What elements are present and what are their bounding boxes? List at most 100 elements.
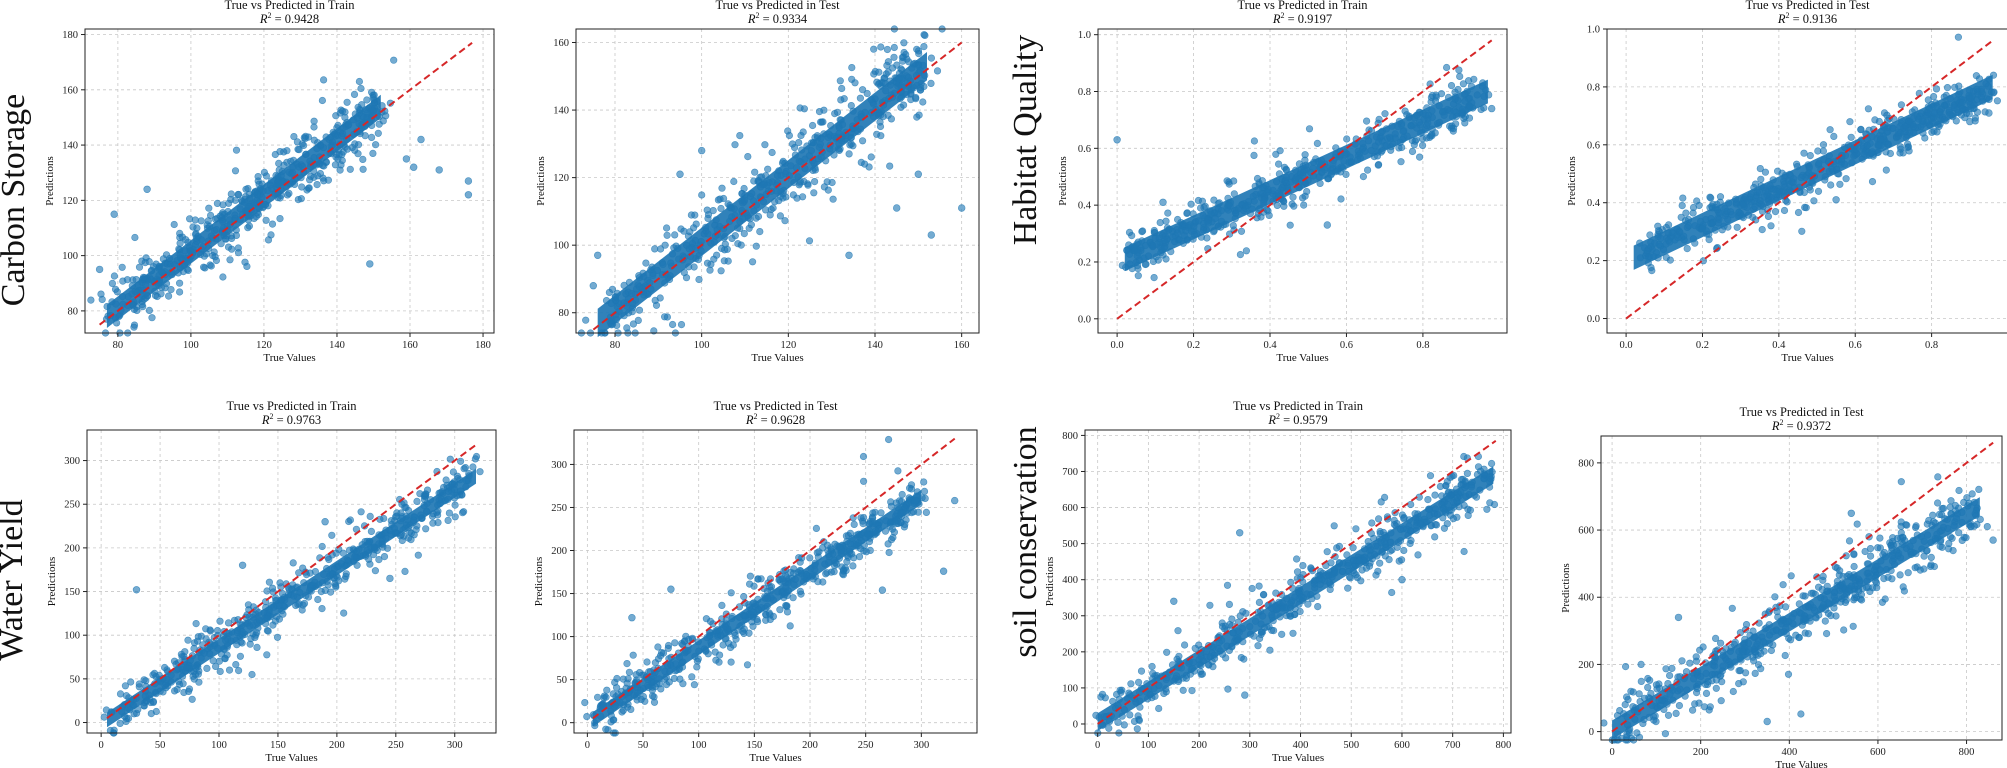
data-point [846,141,854,149]
y-tick-label: 50 [557,675,568,686]
data-point [1132,698,1140,706]
data-point [272,596,280,605]
data-point [793,194,801,202]
data-point [1911,523,1920,532]
data-point [1946,533,1955,541]
outlier-point [95,265,104,274]
data-point [191,216,199,224]
data-point [1923,531,1932,539]
data-point [1287,578,1295,586]
data-point [648,686,657,694]
data-point [679,680,687,688]
data-point [232,660,240,669]
data-point [1433,510,1441,518]
outlier-point [927,231,935,239]
data-point [1153,240,1161,248]
data-point [326,570,334,578]
data-point [1786,172,1795,180]
y-tick-label: 180 [62,30,78,41]
data-point [1896,149,1904,157]
data-point [1955,529,1963,537]
chart-title: True vs Predicted in Test [1739,405,1864,419]
data-point [119,277,127,285]
identity-reference-line [99,42,473,326]
data-point [1983,522,1991,531]
data-point [1909,536,1917,545]
panel-carbon-storage-train: 80 100 120 140 160 180 80 100 120 140 160 180 True v… [44,0,495,364]
data-point [1683,686,1691,694]
data-point [1810,606,1819,615]
data-point [1812,613,1820,621]
data-point [714,632,722,640]
panel-soil-conservation-train: 0 100 200 300 400 500 600 700 800 0 100 200 300 400 50… [1044,399,1512,764]
data-point [1180,641,1189,649]
data-point [1901,536,1909,545]
data-point [368,121,376,130]
data-point [231,167,240,175]
data-point [1970,101,1978,109]
data-point [1407,122,1415,130]
data-point [1374,161,1383,169]
data-point [797,567,805,575]
data-point [274,180,282,188]
data-point [1399,127,1407,136]
outlier-point [465,470,473,478]
data-point [763,602,771,610]
data-point [1295,160,1303,168]
data-point [810,178,819,186]
outlier-point [132,586,141,594]
data-point [818,544,827,552]
x-tick-label: 0.2 [1187,340,1200,351]
data-point [346,165,354,173]
data-point [850,540,858,548]
data-point [1299,578,1307,586]
data-point [1794,208,1803,217]
data-point [795,139,803,147]
data-point [263,614,271,623]
data-point [351,110,359,118]
data-point [366,560,374,568]
data-point [1958,518,1966,527]
data-point [1461,477,1469,485]
data-point [1925,104,1934,112]
data-point [858,86,867,94]
data-point [1637,677,1645,686]
data-point [660,313,669,321]
data-point [445,509,454,517]
data-point [1456,72,1464,80]
data-point [1836,567,1844,575]
data-point [1416,519,1424,528]
data-point [1646,231,1654,239]
outlier-point [1398,575,1406,584]
data-point [782,574,791,582]
data-point [912,93,920,102]
data-point [620,312,628,320]
data-point [1173,215,1182,224]
data-point [1664,236,1673,244]
data-point [1857,126,1865,134]
data-point [1368,519,1376,527]
data-point [1407,500,1415,509]
x-axis-label: True Values [265,752,317,764]
outlier-point [1832,196,1840,204]
data-point [1449,515,1457,523]
data-point [635,272,643,280]
data-point [1877,135,1885,144]
y-axis-label: Predictions [535,156,547,206]
y-tick-label: 400 [1578,593,1594,604]
panel-carbon-storage-test: 80 100 120 140 160 80 100 120 140 160 True vs Pred… [535,0,980,364]
data-point [370,96,378,104]
data-point [1990,88,1998,96]
data-point [1923,520,1931,528]
data-point [1731,638,1739,646]
data-point [746,572,755,580]
data-point [336,166,344,174]
data-point [767,205,775,214]
data-point [434,501,442,509]
data-point [1965,86,1973,94]
x-tick-label: 180 [475,340,491,351]
y-tick-label: 150 [551,589,567,600]
data-point [1378,548,1386,556]
data-point [1887,566,1895,575]
data-point [1418,141,1427,149]
